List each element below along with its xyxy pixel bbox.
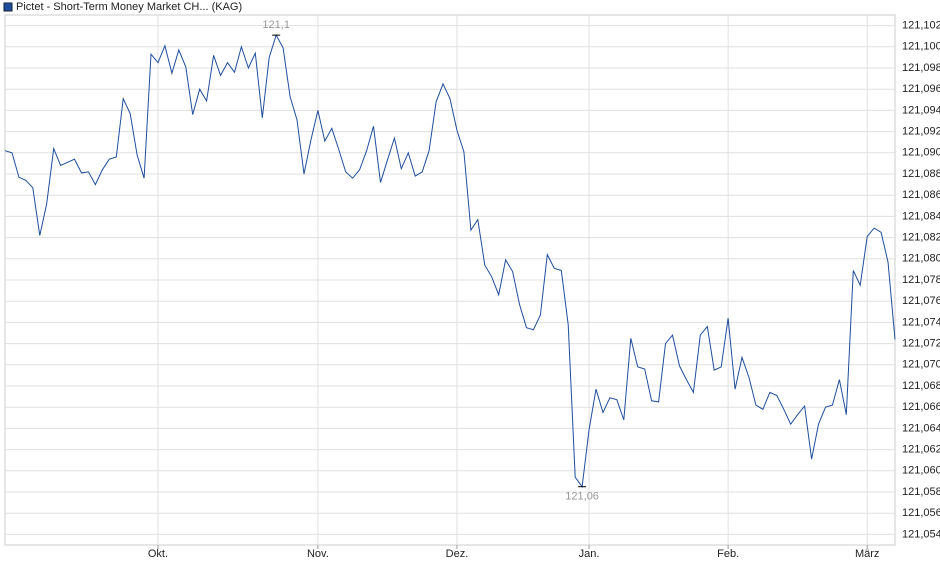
y-tick-label: 121,078 — [902, 274, 940, 286]
y-tick-label: 121,074 — [902, 316, 940, 328]
y-tick-label: 121,094 — [902, 104, 940, 116]
y-tick-label: 121,056 — [902, 507, 940, 519]
x-tick-label: Okt. — [148, 548, 168, 560]
y-tick-label: 121,070 — [902, 359, 940, 371]
x-tick-label: Jan. — [579, 548, 600, 560]
y-tick-label: 121,088 — [902, 168, 940, 180]
y-tick-label: 121,066 — [902, 401, 940, 413]
y-tick-label: 121,080 — [902, 253, 940, 265]
y-tick-label: 121,054 — [902, 528, 940, 540]
y-tick-label: 121,098 — [902, 62, 940, 74]
x-tick-label: Nov. — [307, 548, 329, 560]
x-tick-label: Dez. — [446, 548, 469, 560]
legend-swatch — [3, 2, 13, 12]
y-tick-label: 121,102 — [902, 20, 940, 32]
series-line — [4, 33, 896, 489]
y-tick-label: 121,068 — [902, 380, 940, 392]
y-tick-label: 121,086 — [902, 189, 940, 201]
y-tick-label: 121,058 — [902, 486, 940, 498]
y-tick-label: 121,090 — [902, 147, 940, 159]
y-tick-label: 121,062 — [902, 444, 940, 456]
annotation: 121,1 — [262, 19, 290, 31]
y-tick-label: 121,072 — [902, 338, 940, 350]
y-tick-label: 121,060 — [902, 465, 940, 477]
annotation: 121,06 — [565, 491, 599, 503]
y-tick-label: 121,076 — [902, 295, 940, 307]
x-tick-label: März — [855, 548, 879, 560]
y-tick-label: 121,100 — [902, 41, 940, 53]
x-tick-label: Feb. — [717, 548, 739, 560]
legend-label: Pictet - Short-Term Money Market CH... (… — [16, 1, 242, 13]
y-tick-label: 121,096 — [902, 83, 940, 95]
y-tick-label: 121,082 — [902, 232, 940, 244]
y-tick-label: 121,084 — [902, 210, 940, 222]
y-tick-label: 121,064 — [902, 422, 940, 434]
y-tick-label: 121,092 — [902, 126, 940, 138]
